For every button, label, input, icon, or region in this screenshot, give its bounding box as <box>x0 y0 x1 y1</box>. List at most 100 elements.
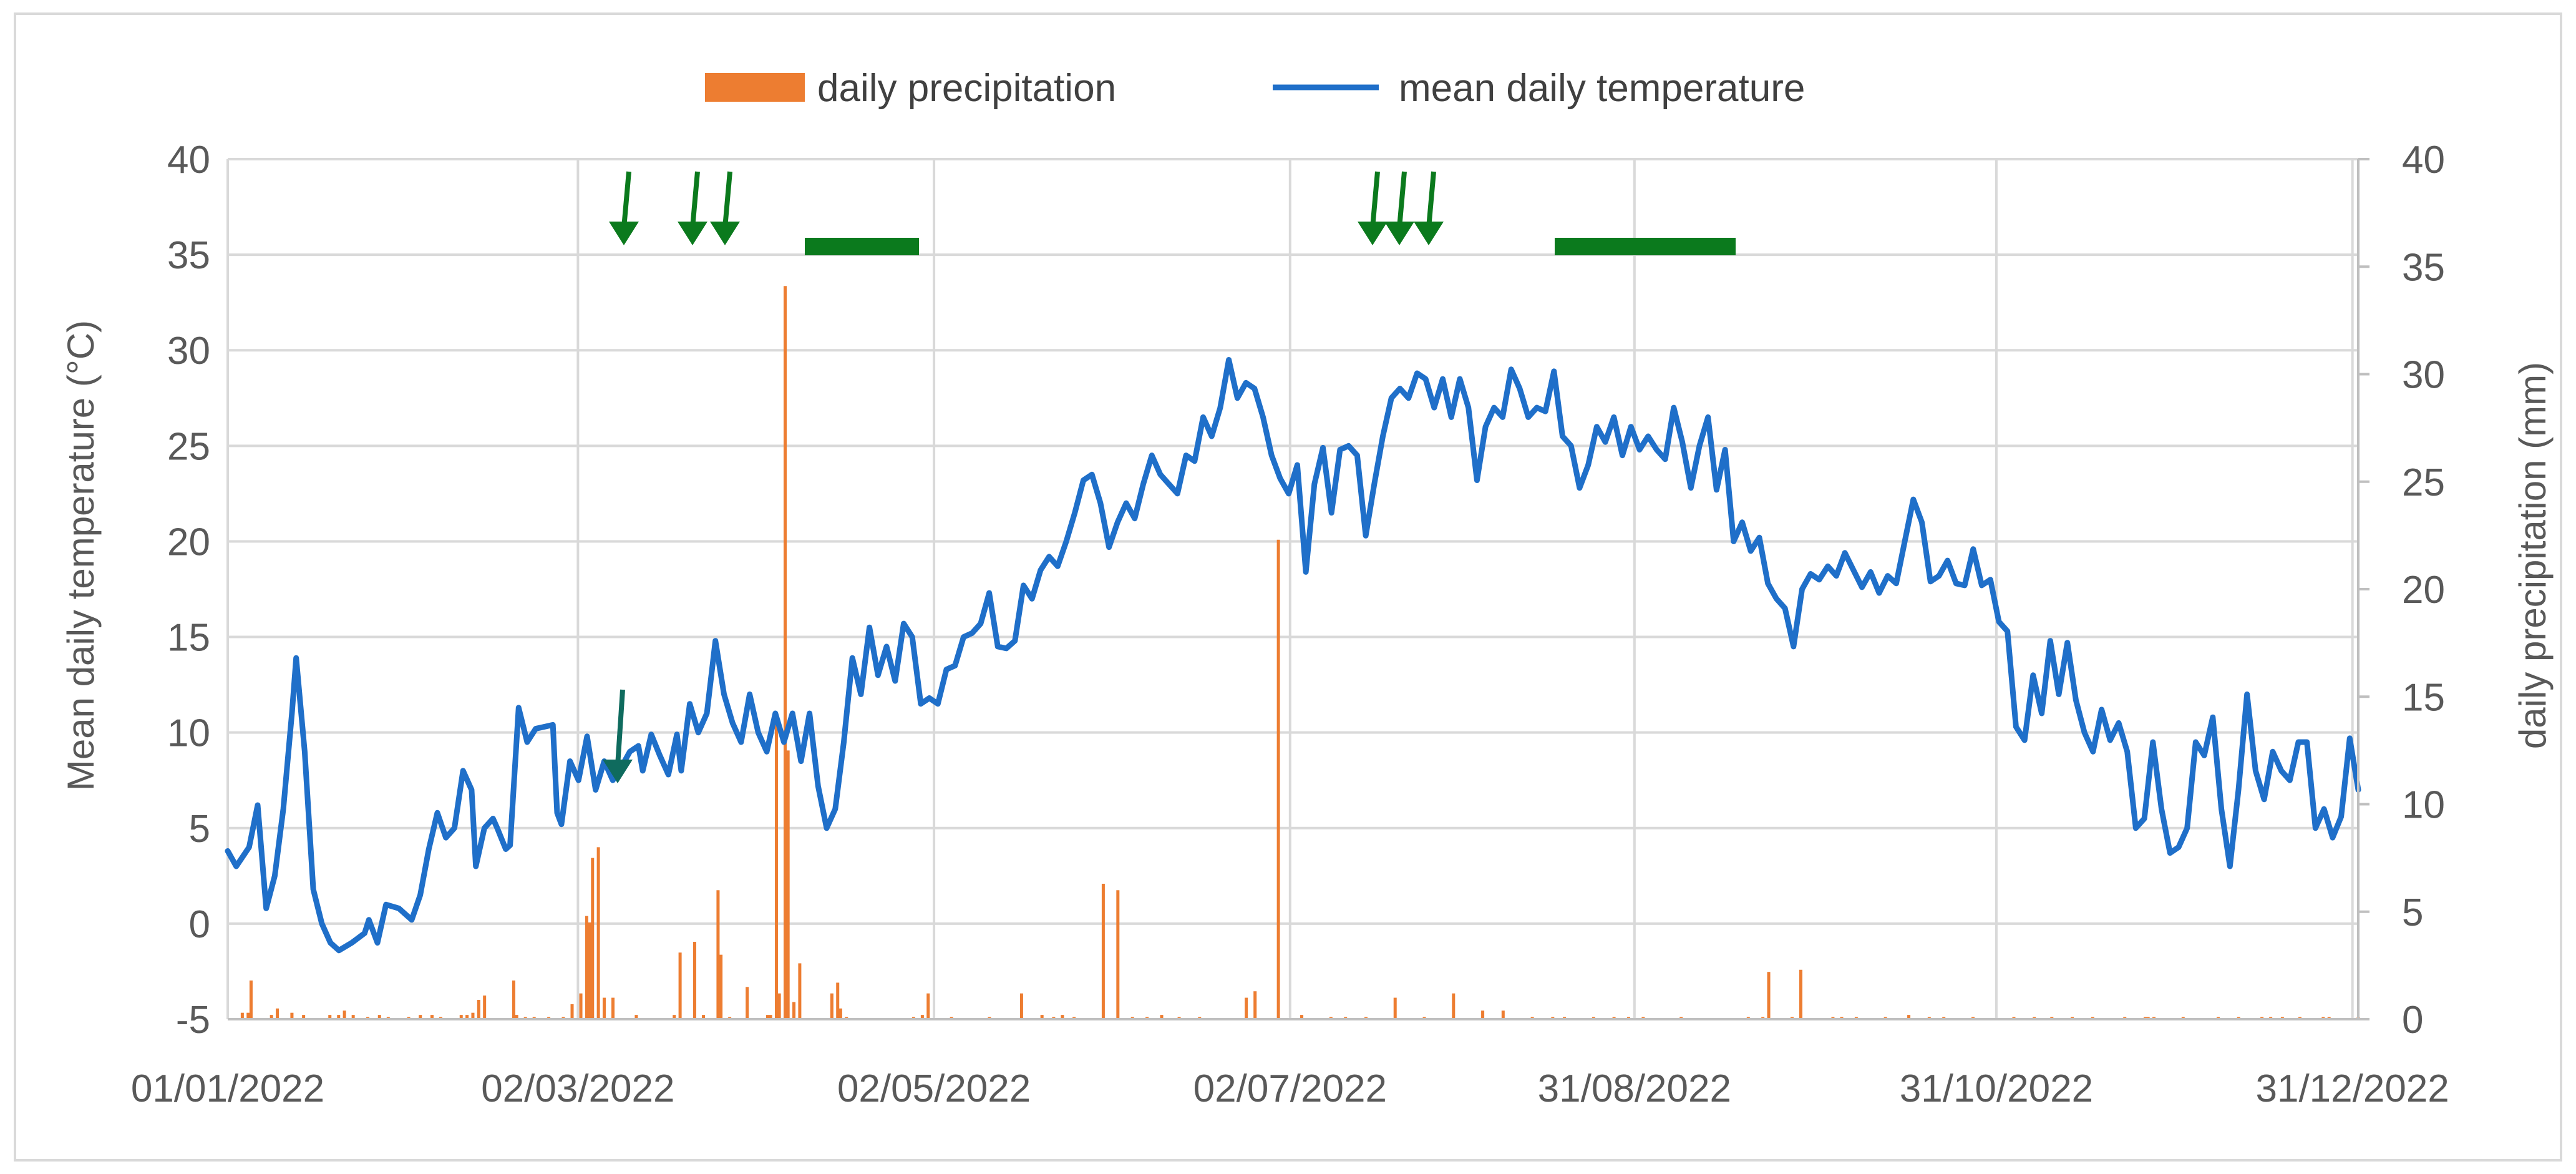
x-tick-label: 31/08/2022 <box>1538 1067 1731 1110</box>
precipitation-bar <box>343 1010 346 1019</box>
precipitation-bar <box>1481 1010 1485 1019</box>
temperature-line <box>225 357 2361 954</box>
precipitation-bar <box>1101 883 1105 1019</box>
left-axis-title: Mean daily temperature (°C) <box>60 320 102 791</box>
precipitation-bar <box>926 993 930 1019</box>
precipitation-bar <box>1040 1015 1044 1019</box>
annotation-arrow <box>678 171 707 245</box>
precipitation-bar <box>579 993 583 1019</box>
precipitation-bar <box>477 999 480 1019</box>
precipitation-bar <box>777 993 781 1019</box>
left-tick-label: 10 <box>167 712 210 755</box>
precipitation-bar <box>784 286 787 1019</box>
arrow-shaft <box>621 171 631 228</box>
precipitation-bar <box>1160 1015 1164 1019</box>
precipitation-bar <box>836 982 840 1019</box>
left-axis-ticks: -5 0 5 10 15 20 25 30 35 40 <box>167 139 210 1042</box>
precipitation-bar <box>678 952 682 1019</box>
precipitation-bar <box>270 1015 273 1019</box>
precipitation-bar <box>515 1015 518 1019</box>
precipitation-bar <box>786 750 790 1019</box>
precipitation-bar <box>337 1015 341 1019</box>
x-tick-label: 31/12/2022 <box>2255 1067 2449 1110</box>
legend-swatch-precipitation <box>705 73 805 102</box>
arrow-head <box>1358 222 1388 245</box>
precipitation-bar <box>240 1012 244 1019</box>
precipitation-bar <box>465 1015 469 1019</box>
gridlines <box>226 158 2358 1020</box>
left-tick-label: 20 <box>167 521 210 564</box>
precipitation-bar <box>1799 969 1802 1019</box>
right-tick-label: 5 <box>2402 891 2423 934</box>
arrow-head <box>678 222 707 245</box>
precipitation-bar <box>693 941 696 1019</box>
precipitation-bar <box>1253 991 1257 1019</box>
arrow-head <box>1384 222 1414 245</box>
legend-label-precipitation: daily precipitation <box>817 67 1116 110</box>
axes <box>228 158 2369 1020</box>
precipitation-bar <box>719 954 723 1019</box>
x-tick-label: 31/10/2022 <box>1900 1067 2093 1110</box>
precipitation-bar <box>302 1015 306 1019</box>
left-tick-label: 25 <box>167 425 210 468</box>
x-tick-label: 02/07/2022 <box>1193 1067 1387 1110</box>
precipitation-bar <box>774 722 778 1019</box>
precipitation-bar <box>483 995 487 1019</box>
precipitation-bar <box>673 1015 676 1019</box>
precipitation-bar <box>1116 890 1120 1019</box>
precipitation-bar <box>471 1012 475 1019</box>
precipitation-bar <box>596 847 600 1019</box>
precipitation-bar <box>377 1015 381 1019</box>
precipitation-bar <box>602 997 606 1019</box>
arrow-shaft <box>1397 171 1407 228</box>
precipitation-bar <box>1061 1015 1064 1019</box>
precipitation-bar <box>290 1012 294 1019</box>
right-tick-label: 15 <box>2402 676 2445 719</box>
right-tick-label: 10 <box>2402 784 2445 827</box>
right-tick-label: 20 <box>2402 569 2445 612</box>
chart-frame <box>14 12 2562 1162</box>
annotation-arrow <box>1384 171 1414 245</box>
precipitation-bar <box>1907 1015 1911 1019</box>
left-tick-label: 5 <box>189 808 210 851</box>
arrow-head <box>609 222 639 245</box>
right-axis-ticks: 0 5 10 15 20 25 30 35 40 <box>2402 139 2445 1042</box>
arrow-head <box>1414 222 1444 245</box>
precipitation-bars <box>240 286 2360 1019</box>
annotation-period-bar <box>805 238 919 255</box>
precipitation-bar <box>716 890 720 1019</box>
precipitation-bar <box>1245 997 1248 1019</box>
left-tick-label: 35 <box>167 234 210 277</box>
annotation-arrow <box>710 171 740 245</box>
x-tick-label: 02/05/2022 <box>837 1067 1031 1110</box>
annotations <box>603 171 1736 783</box>
right-tick-label: 0 <box>2402 999 2423 1042</box>
precipitation-bar <box>798 963 802 1019</box>
annotation-arrow <box>609 171 639 245</box>
legend: daily precipitation mean daily temperatu… <box>705 67 1805 110</box>
precipitation-bar <box>838 1008 842 1019</box>
legend-label-temperature: mean daily temperature <box>1399 67 1805 110</box>
precipitation-bar <box>1501 1010 1505 1019</box>
precipitation-bar <box>419 1015 422 1019</box>
temperature-line-layer <box>225 357 2361 954</box>
precipitation-bar <box>920 1015 924 1019</box>
precipitation-bar <box>1300 1015 1304 1019</box>
precipitation-bar <box>830 993 834 1019</box>
left-tick-label: 0 <box>189 903 210 946</box>
precipitation-bar <box>591 858 595 1019</box>
precipitation-bar <box>512 980 515 1019</box>
arrow-shaft <box>615 689 625 766</box>
x-tick-label: 02/03/2022 <box>481 1067 674 1110</box>
right-axis-title: daily precipitation (mm) <box>2512 362 2554 749</box>
right-tick-label: 25 <box>2402 461 2445 504</box>
precipitation-bar <box>746 987 749 1019</box>
precipitation-bar <box>276 1008 279 1019</box>
left-tick-label: -5 <box>176 999 210 1042</box>
precipitation-bar <box>1393 997 1397 1019</box>
precipitation-bar <box>792 1002 796 1019</box>
precipitation-bar <box>1019 993 1023 1019</box>
precipitation-bar <box>246 1012 250 1019</box>
right-tick-label: 30 <box>2402 354 2445 397</box>
x-tick-label: 01/01/2022 <box>131 1067 324 1110</box>
